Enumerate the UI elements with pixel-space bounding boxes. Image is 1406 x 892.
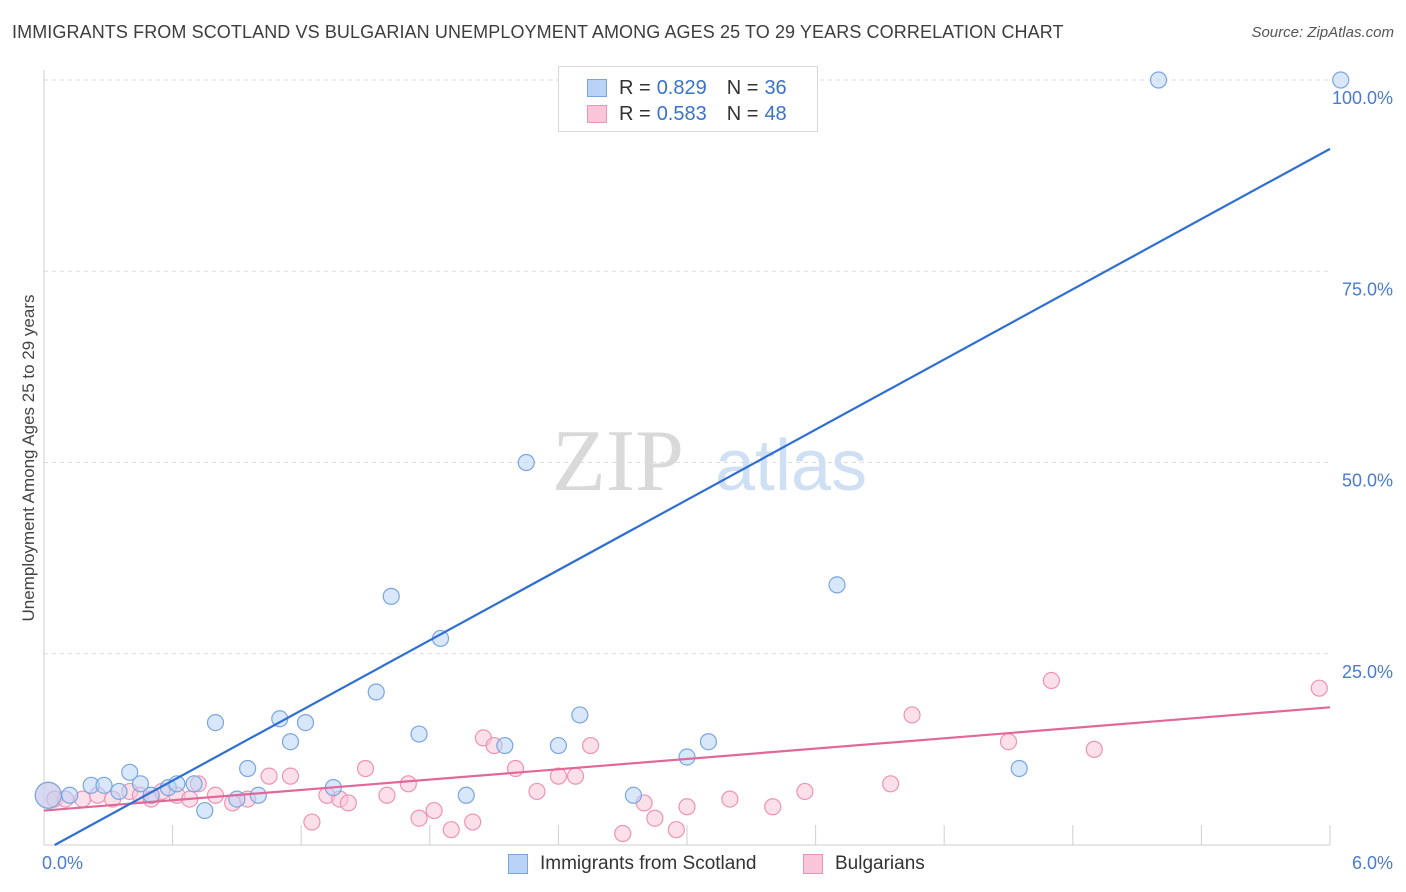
bulgarians-point	[614, 824, 632, 843]
y-tick-label: 75.0%	[1342, 279, 1393, 299]
bulgarians-point	[999, 733, 1018, 751]
scotland-legend-swatch	[508, 854, 528, 874]
r-label: R =	[619, 102, 651, 125]
scotland-point	[382, 587, 400, 605]
scotland-point	[185, 775, 203, 793]
bulgarians-point	[339, 794, 357, 812]
scotland-point	[1149, 71, 1168, 89]
scotland-point	[206, 713, 225, 732]
bulgarians-swatch	[587, 105, 607, 123]
bottom-legend-scotland: Immigrants from Scotland	[508, 852, 756, 876]
scotland-point	[34, 781, 62, 809]
scotland-point	[549, 736, 568, 755]
bulgarians-point	[464, 813, 482, 831]
bulgarians-point	[410, 809, 428, 827]
y-tick-label: 25.0%	[1342, 662, 1393, 682]
bulgarians-point	[581, 736, 600, 755]
bulgarians-point	[260, 767, 278, 785]
n-label: N =	[726, 102, 759, 125]
scotland-point	[121, 763, 139, 781]
scotland-point	[110, 782, 128, 801]
watermark-zip: ZIP	[552, 413, 684, 510]
scotland-point	[367, 683, 385, 701]
scotland-point	[678, 748, 696, 766]
y-axis-title: Unemployment Among Ages 25 to 29 years	[19, 295, 38, 622]
scotland-point	[571, 706, 589, 724]
bulgarians-point	[882, 775, 900, 793]
y-tick-label: 50.0%	[1342, 471, 1393, 491]
bulgarians-point	[425, 801, 443, 820]
bulgarians-point	[281, 767, 300, 785]
bulgarians-point	[528, 782, 546, 801]
scotland-point	[517, 453, 535, 472]
legend: R = 0.829 N = 36 R = 0.583 N = 48	[558, 66, 818, 132]
bulgarians-point	[356, 759, 375, 778]
bulgarians-point	[442, 821, 460, 839]
scotland-point	[624, 786, 643, 804]
grid-lines	[44, 79, 1330, 655]
bottom-legend-bulgarians: Bulgarians	[803, 852, 925, 876]
scotland-point	[496, 736, 514, 755]
scotland-point	[1010, 759, 1028, 778]
scotland-point	[239, 759, 257, 778]
scotland-point	[296, 713, 315, 732]
n-label: N =	[726, 76, 759, 99]
bulgarians-point	[1085, 740, 1103, 758]
scotland-points	[34, 71, 1350, 820]
bulgarians-point	[903, 706, 921, 724]
scotland-point	[828, 576, 846, 594]
scotland-point	[61, 786, 79, 804]
bulgarians-point	[1042, 671, 1060, 690]
bulgarians-point	[721, 790, 739, 808]
scotland-point	[228, 790, 246, 808]
scotland-point	[410, 725, 428, 743]
scotland-point	[95, 776, 113, 794]
axes	[43, 70, 1331, 846]
scotland-point	[281, 733, 300, 751]
r-label: R =	[619, 76, 651, 99]
bulgarians-n-value: 48	[764, 102, 787, 125]
scotland-point	[196, 801, 214, 820]
scotland-trend-line	[54, 147, 1331, 846]
legend-row-scotland: R = 0.829 N = 36	[587, 75, 787, 101]
legend-row-bulgarians: R = 0.583 N = 48	[587, 101, 787, 127]
scotland-point	[131, 775, 150, 793]
bulgarians-legend-swatch	[803, 854, 823, 874]
chart-title: IMMIGRANTS FROM SCOTLAND VS BULGARIAN UN…	[12, 22, 1064, 42]
watermark: ZIP atlas	[552, 413, 867, 510]
bulgarians-point	[303, 813, 321, 831]
bulgarians-point	[646, 809, 664, 827]
scotland-r-value: 0.829	[656, 76, 707, 99]
bulgarians-point	[1310, 679, 1328, 697]
bulgarians-point	[566, 767, 585, 785]
source-label: Source: ZipAtlas.com	[1251, 24, 1394, 41]
scotland-n-value: 36	[764, 76, 787, 99]
bulgarians-point	[764, 798, 782, 816]
scotland-point	[699, 733, 718, 751]
bulgarians-point	[796, 782, 814, 801]
bulgarians-legend-label: Bulgarians	[835, 853, 925, 874]
x-tick-label: 6.0%	[1352, 853, 1393, 873]
watermark-atlas: atlas	[715, 426, 867, 506]
scotland-point	[1332, 71, 1350, 89]
trend-lines	[43, 147, 1331, 846]
bulgarians-trend-line	[43, 706, 1331, 812]
bulgarians-point	[667, 821, 685, 839]
bulgarians-point	[678, 798, 696, 816]
bulgarians-point	[378, 786, 396, 804]
y-tick-label: 100.0%	[1332, 88, 1393, 108]
bulgarians-point	[549, 767, 568, 785]
bulgarians-point	[399, 775, 417, 793]
x-tick-label: 0.0%	[42, 853, 83, 873]
scotland-swatch	[587, 79, 607, 97]
scotland-legend-label: Immigrants from Scotland	[540, 853, 757, 874]
scotland-point	[249, 786, 267, 804]
bulgarians-r-value: 0.583	[656, 102, 707, 125]
tick-labels: 25.0% 50.0% 75.0% 100.0% 0.0% 6.0%	[42, 88, 1393, 873]
scotland-point	[457, 786, 475, 804]
